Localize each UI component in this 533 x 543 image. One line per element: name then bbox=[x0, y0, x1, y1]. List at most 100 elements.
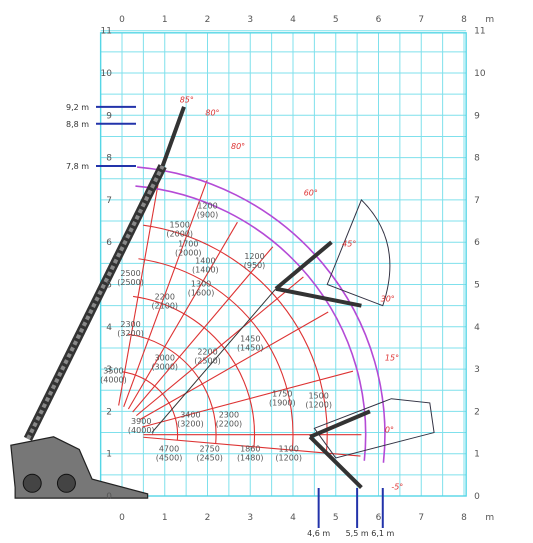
x-tick-label-bottom: 3 bbox=[247, 513, 253, 523]
x-tick-label-bottom: 2 bbox=[205, 513, 211, 523]
x-tick-label-bottom: 5 bbox=[333, 513, 339, 523]
angle-label: 60° bbox=[304, 189, 318, 198]
grid bbox=[100, 30, 467, 497]
load-value-label-bracket: (2450) bbox=[196, 454, 223, 463]
x-tick-label-bottom: 8 bbox=[461, 513, 467, 523]
y-tick-label-right: 8 bbox=[474, 154, 480, 164]
y-tick-label-left: 9 bbox=[106, 111, 112, 121]
load-value-label-bracket: (1450) bbox=[237, 344, 264, 353]
x-tick-label-top: 2 bbox=[205, 15, 211, 25]
load-value-label-bracket: (2500) bbox=[117, 278, 144, 287]
load-value-label-bracket: (950) bbox=[244, 261, 266, 270]
jib-mid bbox=[274, 240, 333, 291]
chart-frame bbox=[99, 32, 467, 497]
angle-label: 0° bbox=[385, 426, 394, 435]
jib-low bbox=[309, 409, 371, 439]
reach-marker-label: 4,6 m bbox=[307, 529, 330, 538]
y-tick-label-left: 5 bbox=[106, 281, 112, 291]
load-value-label-bracket: (1480) bbox=[237, 454, 264, 463]
load-value-label: 1700 bbox=[178, 239, 198, 248]
y-tick-label-left: 7 bbox=[106, 196, 112, 206]
y-tick-label-right: 3 bbox=[474, 365, 480, 375]
load-value-label-bracket: (4500) bbox=[156, 454, 183, 463]
load-value-label: 2300 bbox=[219, 411, 239, 420]
boom-cable bbox=[151, 288, 277, 433]
load-value-label: 2200 bbox=[155, 292, 175, 301]
load-value-label: 1500 bbox=[308, 392, 328, 401]
jib-mid-down bbox=[275, 286, 362, 308]
x-tick-label-top: 0 bbox=[119, 15, 125, 25]
angle-label: 85° bbox=[180, 96, 194, 105]
jib-ground bbox=[308, 435, 363, 489]
angle-label: 15° bbox=[385, 354, 399, 363]
angle-label: 30° bbox=[381, 294, 395, 303]
crane-wheel bbox=[22, 473, 42, 493]
x-tick-label-top: 6 bbox=[376, 15, 382, 25]
load-arc-red bbox=[127, 333, 217, 444]
x-tick-label-bottom: 6 bbox=[376, 513, 382, 523]
load-value-label-bracket: (3000) bbox=[151, 363, 178, 372]
load-value-label: 2200 bbox=[197, 347, 217, 356]
angle-label: -5° bbox=[391, 483, 403, 492]
y-tick-label-right: 2 bbox=[474, 407, 480, 417]
load-value-label-bracket: (900) bbox=[197, 210, 219, 219]
load-value-label-bracket: (1600) bbox=[188, 289, 215, 298]
load-arc-purple bbox=[137, 166, 386, 463]
load-value-label: 2500 bbox=[120, 269, 140, 278]
y-tick-label-right: 5 bbox=[474, 281, 480, 291]
y-tick-label-left: 2 bbox=[106, 407, 112, 417]
load-value-label: 3000 bbox=[155, 354, 175, 363]
load-value-label: 1300 bbox=[191, 280, 211, 289]
y-tick-label-left: 3 bbox=[106, 365, 112, 375]
load-radial-line bbox=[127, 221, 238, 410]
y-tick-label-right: 7 bbox=[474, 196, 480, 206]
y-tick-label-right: 4 bbox=[474, 323, 480, 333]
jib-envelope-low bbox=[313, 398, 435, 459]
load-arc-red bbox=[133, 295, 256, 447]
load-value-label: 1100 bbox=[279, 445, 299, 454]
load-radial-line bbox=[132, 246, 274, 413]
y-tick-label-right: 10 bbox=[474, 69, 486, 79]
load-value-label: 2750 bbox=[199, 445, 219, 454]
load-value-label-bracket: (3200) bbox=[117, 329, 144, 338]
y-tick-label-right: 9 bbox=[474, 111, 480, 121]
load-radial-line bbox=[142, 370, 354, 428]
load-arc-red bbox=[122, 371, 179, 441]
load-value-label-bracket: (1200) bbox=[305, 401, 332, 410]
x-tick-label-top: 4 bbox=[290, 15, 296, 25]
load-value-label-bracket: (2100) bbox=[151, 301, 178, 310]
x-tick-label-bottom: 7 bbox=[418, 513, 424, 523]
reach-marker-label: 6,1 m bbox=[371, 529, 394, 538]
y-tick-label-left: 4 bbox=[106, 323, 112, 333]
x-tick-label-top: 5 bbox=[333, 15, 339, 25]
x-tick-label-bottom: 1 bbox=[162, 513, 168, 523]
load-value-label: 3400 bbox=[180, 411, 200, 420]
load-value-label-bracket: (2000) bbox=[166, 229, 193, 238]
load-radial-line bbox=[123, 180, 208, 408]
load-value-label: 3500 bbox=[103, 366, 123, 375]
load-value-label: 1750 bbox=[272, 390, 292, 399]
grid-border bbox=[99, 32, 467, 497]
height-marker-label: 9,2 m bbox=[66, 103, 89, 112]
y-tick-label-left: 8 bbox=[106, 154, 112, 164]
load-radial-line bbox=[118, 167, 162, 406]
load-value-label: 1400 bbox=[195, 256, 215, 265]
reach-marker-label: 5,5 m bbox=[346, 529, 369, 538]
load-value-label-bracket: (2000) bbox=[175, 248, 202, 257]
x-unit-label-top: m bbox=[485, 15, 494, 25]
load-radial-line bbox=[136, 276, 304, 417]
y-tick-label-left: 10 bbox=[101, 69, 113, 79]
load-value-label: 4700 bbox=[159, 445, 179, 454]
height-marker-label: 8,8 m bbox=[66, 120, 89, 129]
crane-machine bbox=[10, 106, 371, 499]
load-value-label-bracket: (3200) bbox=[177, 420, 204, 429]
angle-label: 45° bbox=[342, 239, 356, 248]
load-radial-line bbox=[139, 311, 329, 421]
y-tick-label-right: 1 bbox=[474, 450, 480, 460]
load-value-label-bracket: (2500) bbox=[194, 356, 221, 365]
y-tick-label-right: 6 bbox=[474, 238, 480, 248]
y-tick-label-right: 0 bbox=[474, 492, 480, 502]
x-tick-label-top: 3 bbox=[247, 15, 253, 25]
